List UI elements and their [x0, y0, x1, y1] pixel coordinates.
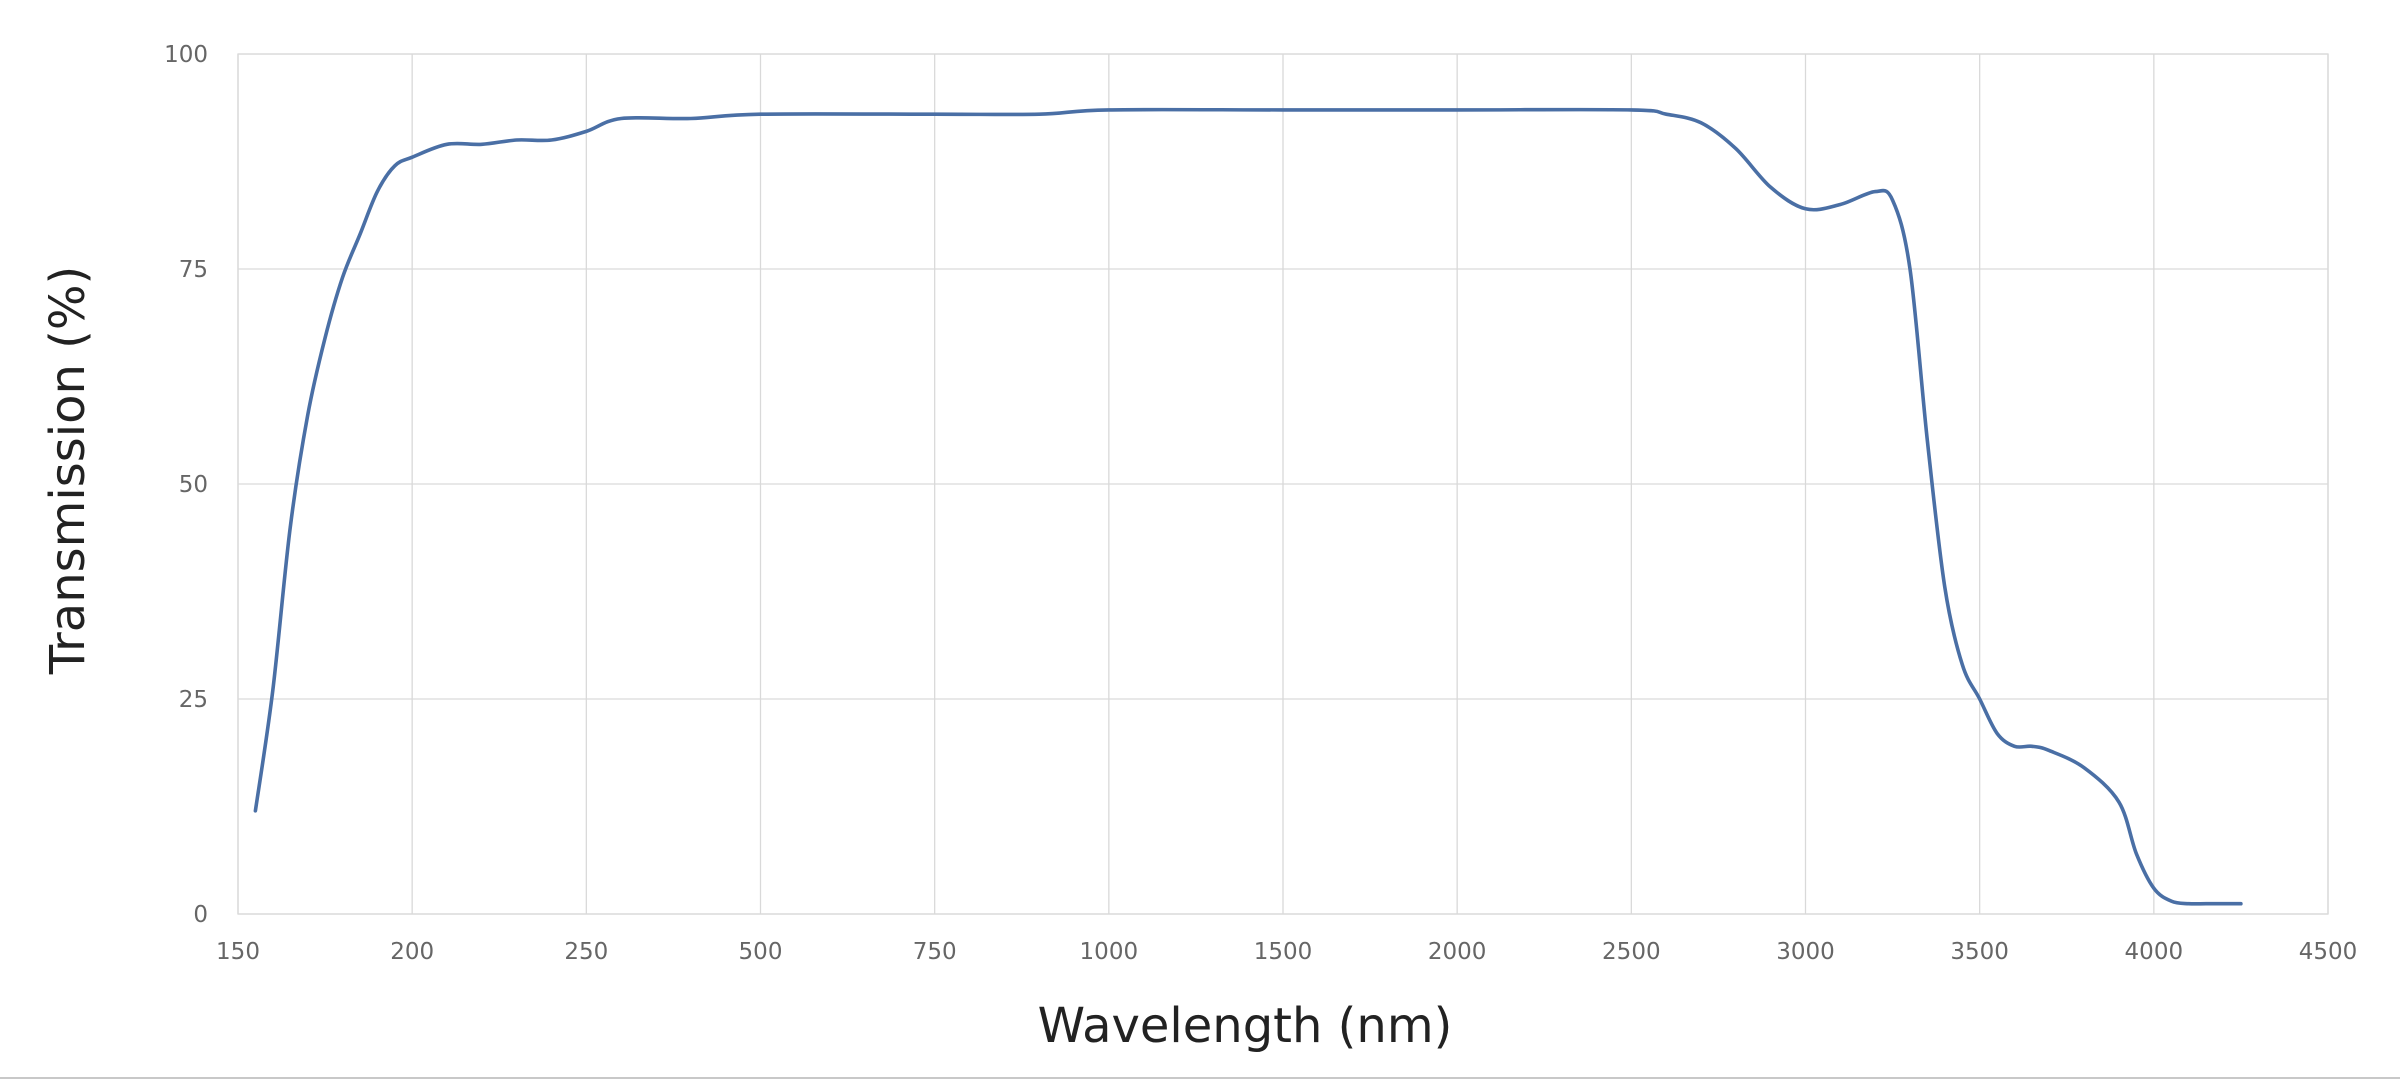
y-axis-title: Transmission (%) — [40, 266, 96, 675]
x-tick-label: 2500 — [1602, 939, 1661, 965]
y-tick-label: 75 — [179, 257, 208, 283]
y-tick-label: 50 — [179, 472, 208, 498]
y-tick-label: 25 — [179, 687, 208, 713]
x-tick-label: 250 — [564, 939, 608, 965]
transmission-line — [253, 107, 2243, 906]
x-tick-label: 3500 — [1950, 939, 2009, 965]
x-tick-label: 3000 — [1776, 939, 1835, 965]
series-layer — [253, 107, 2243, 906]
x-tick-label: 4500 — [2299, 939, 2358, 965]
x-tick-label: 4000 — [2125, 939, 2184, 965]
x-tick-label: 2000 — [1428, 939, 1487, 965]
y-tick-label: 0 — [193, 902, 208, 928]
x-tick-label: 750 — [913, 939, 957, 965]
grid — [237, 53, 2329, 915]
x-tick-label: 500 — [739, 939, 783, 965]
x-tick-label: 1500 — [1254, 939, 1313, 965]
tick-labels: 150 200 250 500 750 1000 1500 2000 2500 3000 3500 4… — [164, 42, 2357, 965]
x-tick-label: 1000 — [1080, 939, 1139, 965]
x-axis-title: Wavelength (nm) — [1038, 998, 1453, 1054]
y-tick-label: 100 — [164, 42, 208, 68]
x-tick-label: 200 — [390, 939, 434, 965]
x-tick-label: 150 — [216, 939, 260, 965]
plot-area-frame — [237, 53, 2329, 915]
